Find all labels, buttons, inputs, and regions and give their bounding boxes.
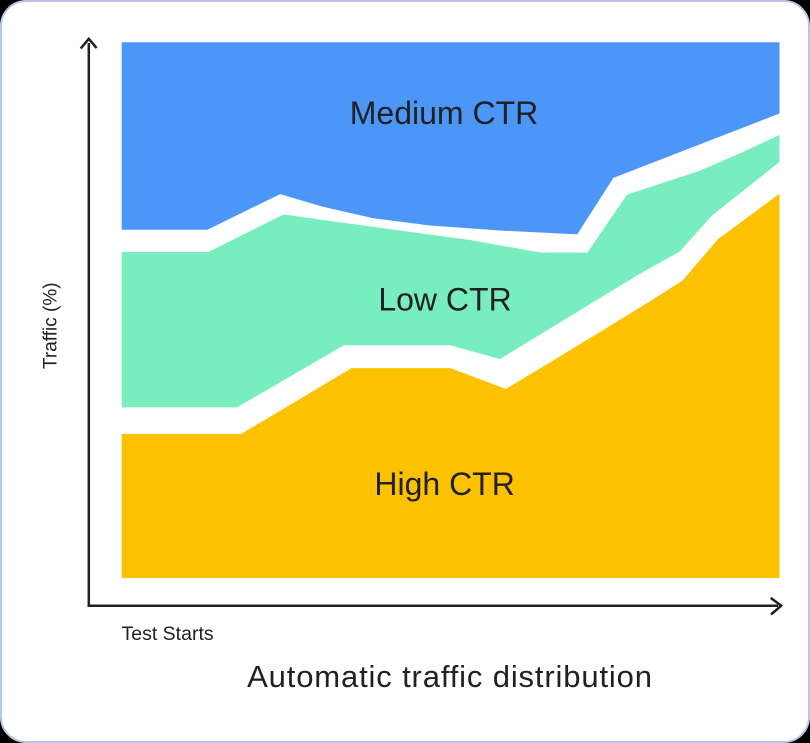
svg-text:Automatic traffic distribution: Automatic traffic distribution — [247, 659, 653, 694]
svg-text:Traffic (%): Traffic (%) — [41, 282, 62, 369]
svg-text:Test Starts: Test Starts — [122, 623, 214, 645]
svg-text:Medium CTR: Medium CTR — [350, 95, 538, 131]
svg-text:High CTR: High CTR — [374, 466, 514, 502]
svg-text:Low CTR: Low CTR — [378, 282, 511, 318]
